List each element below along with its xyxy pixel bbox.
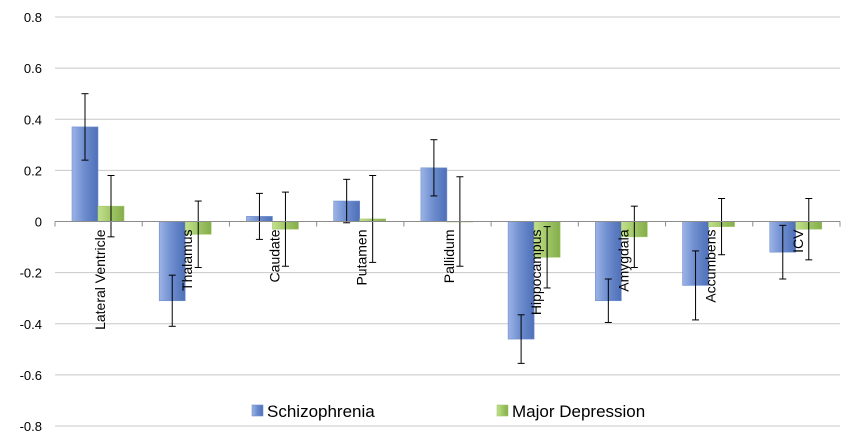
category-label: Amygdala xyxy=(615,229,631,291)
y-tick-label: -0.4 xyxy=(20,317,42,332)
y-tick-label: 0.6 xyxy=(24,61,42,76)
y-axis-tick-labels: 0.8 0.6 0.4 0.2 0 -0.2 -0.4 -0.6 -0.8 xyxy=(20,10,42,434)
error-bars xyxy=(81,93,813,364)
category-label: Caudate xyxy=(266,229,282,282)
y-tick-label: 0.2 xyxy=(24,163,42,178)
y-tick-label: 0 xyxy=(35,215,42,230)
y-tick-label: -0.2 xyxy=(20,266,42,281)
legend-label: Schizophrenia xyxy=(267,402,375,421)
category-label: Pallidum xyxy=(441,230,457,284)
category-label: Putamen xyxy=(354,230,370,286)
category-label: ICV xyxy=(790,229,806,253)
category-label: Accumbens xyxy=(703,230,719,303)
legend-swatch-major-depression xyxy=(496,404,509,417)
legend: Schizophrenia Major Depression xyxy=(251,402,645,421)
legend-label: Major Depression xyxy=(512,402,645,421)
y-tick-label: -0.8 xyxy=(20,419,42,434)
y-tick-label: 0.4 xyxy=(24,112,42,127)
category-label: Hippocampus xyxy=(528,230,544,316)
category-label: Lateral Ventricle xyxy=(92,229,108,330)
legend-swatch-schizophrenia xyxy=(251,404,264,417)
y-tick-label: -0.6 xyxy=(20,368,42,383)
category-labels: Lateral Ventricle Thalamus Caudate Putamen P… xyxy=(92,229,806,330)
y-tick-label: 0.8 xyxy=(24,10,42,25)
gridlines xyxy=(54,16,841,427)
category-label: Thalamus xyxy=(179,230,195,291)
